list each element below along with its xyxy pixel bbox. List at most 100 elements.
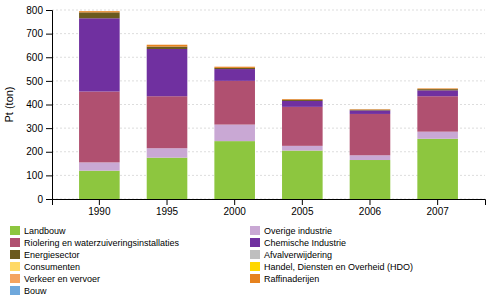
- tick-label: 300: [26, 123, 43, 134]
- tick: 500: [26, 76, 52, 87]
- legend-item: Landbouw: [10, 226, 66, 236]
- legend-item: Afvalverwijdering: [250, 250, 332, 260]
- tick: 600: [26, 52, 52, 63]
- x-axis: 199019952000200520062007: [53, 199, 486, 217]
- tick: 1990: [88, 199, 111, 217]
- bar: [214, 141, 255, 199]
- bar: [282, 99, 323, 101]
- series: [79, 81, 458, 163]
- bar: [350, 109, 391, 110]
- legend-item: Verkeer en vervoer: [10, 274, 100, 284]
- bar: [282, 151, 323, 199]
- bar: [417, 139, 458, 199]
- bar: [147, 96, 188, 148]
- legend-label: Riolering en waterzuiveringsinstallaties: [24, 238, 180, 248]
- tick-label: 700: [26, 28, 43, 39]
- tick-label: 500: [26, 76, 43, 87]
- bar: [282, 99, 323, 100]
- bar: [147, 148, 188, 157]
- bar: [350, 155, 391, 160]
- bar: [147, 44, 188, 45]
- bar: [214, 67, 255, 68]
- tick: 300: [26, 123, 52, 134]
- legend-swatch: [250, 250, 260, 259]
- grid-line: [52, 10, 485, 11]
- tick-mark: [46, 81, 52, 82]
- bar: [350, 109, 391, 110]
- bar: [417, 89, 458, 90]
- tick: 2005: [291, 199, 314, 217]
- bar: [214, 81, 255, 125]
- series: [79, 12, 458, 110]
- tick: 0: [37, 194, 52, 205]
- tick: 800: [26, 5, 52, 16]
- tick-label: 2006: [359, 206, 382, 217]
- bar: [350, 109, 391, 110]
- bar: [282, 99, 323, 100]
- legend-item: Riolering en waterzuiveringsinstallaties: [10, 238, 180, 248]
- plot: 1990199520002005200620070100200300400500…: [26, 5, 485, 217]
- tick: 2006: [359, 199, 382, 217]
- bar: [350, 160, 391, 199]
- bar: [282, 99, 323, 100]
- bar: [282, 99, 323, 100]
- bar: [350, 109, 391, 111]
- bar: [214, 67, 255, 68]
- tick-label: 600: [26, 52, 43, 63]
- legend: Landbouw Overige industrie Riolering en wa…: [10, 226, 413, 296]
- legend-label: Landbouw: [24, 226, 66, 236]
- series: [79, 11, 458, 110]
- legend-label: Afvalverwijdering: [264, 250, 332, 260]
- legend-swatch: [250, 226, 260, 235]
- bar: [79, 171, 120, 199]
- tick-label: 200: [26, 146, 43, 157]
- legend-label: Handel, Diensten en Overheid (HDO): [264, 262, 413, 272]
- legend-item: Raffinaderijen: [250, 274, 319, 284]
- series: [79, 125, 458, 171]
- bar: [417, 96, 458, 131]
- tick-mark: [369, 199, 370, 205]
- bar: [214, 125, 255, 142]
- y-axis: 0100200300400500600700800: [26, 5, 52, 205]
- bar: [214, 67, 255, 68]
- legend-item: Chemische Industrie: [250, 238, 346, 248]
- legend-item: Overige industrie: [250, 226, 332, 236]
- tick-label: 0: [37, 194, 43, 205]
- legend-item: Consumenten: [10, 262, 80, 272]
- legend-swatch: [10, 226, 20, 235]
- bar: [417, 132, 458, 139]
- tick-label: 1990: [88, 206, 111, 217]
- bar: [417, 89, 458, 90]
- legend-swatch: [10, 250, 20, 259]
- bar: [350, 109, 391, 110]
- tick-mark: [167, 199, 168, 205]
- tick-label: 400: [26, 99, 43, 110]
- tick-mark: [46, 105, 52, 106]
- tick-label: 2000: [224, 206, 247, 217]
- legend-swatch: [250, 274, 260, 283]
- bar: [350, 109, 391, 110]
- legend-swatch: [10, 238, 20, 247]
- legend-swatch: [250, 262, 260, 271]
- bar: [214, 68, 255, 69]
- legend-label: Energiesector: [24, 250, 80, 260]
- legend-label: Raffinaderijen: [264, 274, 319, 284]
- bar: [350, 109, 391, 110]
- series: [79, 18, 458, 114]
- bar: [79, 12, 120, 18]
- bar: [417, 89, 458, 90]
- bar: [214, 67, 255, 68]
- legend-item: Bouw: [10, 286, 47, 296]
- tick: 400: [26, 99, 52, 110]
- bar: [147, 47, 188, 49]
- bar: [417, 88, 458, 89]
- bar: [79, 18, 120, 91]
- bar: [214, 67, 255, 68]
- tick-mark: [46, 10, 52, 11]
- tick-label: 1995: [156, 206, 179, 217]
- tick-mark: [437, 199, 438, 205]
- legend-swatch: [10, 286, 20, 295]
- bar: [282, 100, 323, 101]
- bar: [282, 99, 323, 100]
- bar: [417, 89, 458, 90]
